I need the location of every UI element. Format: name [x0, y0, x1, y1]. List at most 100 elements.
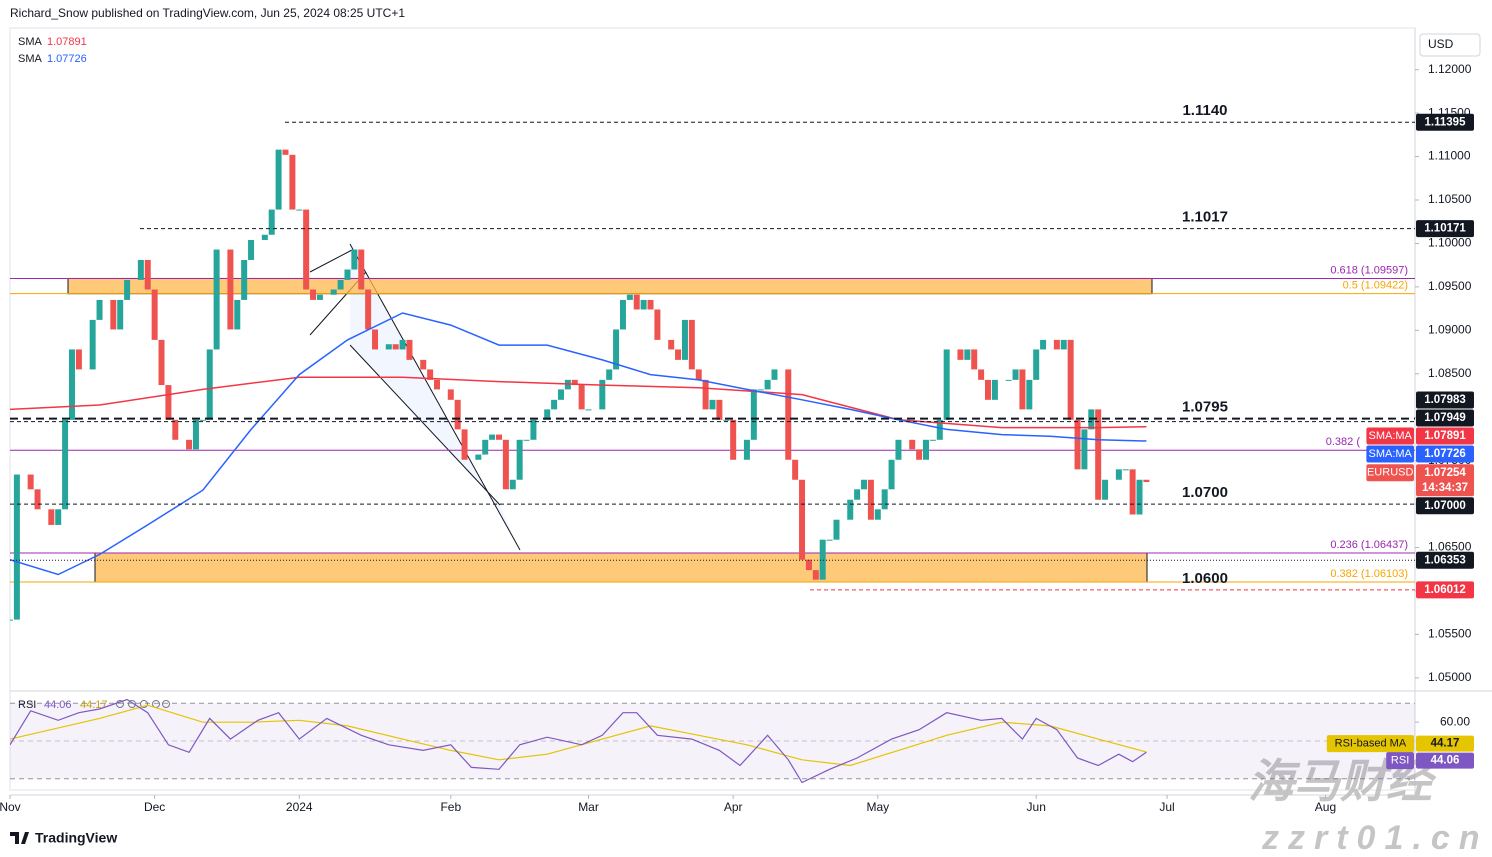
candle	[1122, 469, 1129, 471]
y-tick-label: 1.05500	[1428, 627, 1472, 641]
candle	[971, 349, 978, 370]
candle	[310, 289, 317, 300]
candle	[27, 474, 34, 490]
sma-line	[10, 376, 1147, 429]
candle	[757, 389, 764, 391]
axis-name: RSI-based MA	[1335, 737, 1407, 749]
candle	[819, 539, 826, 580]
x-tick-label: Jun	[1027, 800, 1046, 814]
axis-label-box	[1416, 391, 1474, 409]
legend-dot	[116, 700, 124, 708]
candle	[427, 369, 434, 380]
axis-label-box	[1416, 113, 1474, 131]
candle	[392, 344, 399, 350]
level-label: 1.0700	[1182, 484, 1228, 501]
candle	[909, 439, 916, 450]
legend-name: SMA	[18, 36, 43, 48]
footer-brand: TradingView	[35, 830, 117, 846]
candle	[881, 489, 888, 510]
axis-label-box	[1416, 427, 1474, 445]
x-tick-label: May	[866, 800, 889, 814]
sma-line	[10, 312, 1147, 576]
axis-label-box	[1416, 220, 1474, 238]
candle	[268, 209, 275, 235]
candle	[978, 369, 985, 380]
candle	[516, 439, 523, 480]
candle	[206, 349, 213, 420]
y-tick-label: 1.11000	[1428, 149, 1471, 163]
axis-label: 14:34:37	[1422, 482, 1468, 494]
candle	[489, 434, 496, 440]
level-label: 1.1017	[1182, 209, 1228, 226]
axis-label-box	[1416, 735, 1474, 752]
x-tick-label: Apr	[724, 800, 743, 814]
x-tick-label: Feb	[440, 800, 461, 814]
candle	[854, 489, 861, 500]
axis-label-box	[1416, 581, 1474, 599]
candle	[1095, 409, 1102, 500]
x-tick-label: Jul	[1159, 800, 1174, 814]
candle	[792, 459, 799, 480]
candle	[1019, 369, 1026, 410]
candle	[165, 385, 172, 420]
candle	[626, 294, 633, 300]
currency[interactable]: USD	[1428, 37, 1454, 51]
rsi-legend-dots	[116, 700, 170, 708]
price-pane	[10, 121, 1415, 621]
axis-label: 1.07949	[1424, 412, 1466, 424]
candle	[124, 279, 131, 300]
candle	[96, 299, 103, 320]
candle	[461, 429, 468, 460]
currency-button[interactable]	[1419, 33, 1481, 57]
rsi-line	[10, 698, 1147, 784]
axis-name: SMA:MA	[1368, 448, 1412, 460]
axis-name: RSI	[1391, 754, 1409, 766]
candle	[1129, 469, 1136, 515]
candle	[372, 329, 379, 350]
candle	[1143, 479, 1150, 483]
axis-label-box	[1416, 464, 1474, 497]
candle	[606, 369, 613, 380]
y-tick-label: 1.08500	[1428, 366, 1472, 380]
fib-label: 0.236 (1.06437)	[1330, 539, 1408, 551]
candle	[833, 519, 840, 540]
y-tick-label: 60.00	[1440, 714, 1470, 728]
candle	[675, 349, 682, 360]
candle	[557, 389, 564, 400]
candle	[929, 439, 936, 441]
candle	[1012, 369, 1019, 380]
candle	[502, 439, 509, 490]
axis-label: 1.07000	[1424, 500, 1466, 512]
zone	[94, 552, 1148, 583]
rsi-legend-name: RSI	[18, 699, 36, 711]
wedge-line	[309, 249, 353, 273]
candle	[743, 439, 750, 460]
candle	[1040, 339, 1047, 350]
candle	[681, 319, 688, 360]
candle	[1005, 379, 1012, 381]
y-tick-label: 1.06500	[1428, 540, 1472, 554]
candle	[199, 419, 206, 421]
channel-line	[349, 344, 501, 506]
candle	[668, 339, 675, 350]
candle	[551, 399, 558, 410]
candle	[702, 379, 709, 410]
candle	[275, 149, 282, 210]
candle	[248, 239, 255, 260]
candle	[365, 289, 372, 330]
axis-name-box	[1366, 427, 1414, 445]
candle	[399, 339, 406, 350]
candle	[785, 369, 792, 460]
candle	[1102, 479, 1109, 500]
candle	[48, 509, 55, 525]
candle	[1033, 349, 1040, 380]
candle	[633, 294, 640, 310]
axis-label: 1.07254	[1424, 467, 1466, 479]
candle	[303, 209, 310, 290]
legend-value: 1.07891	[47, 36, 87, 48]
candle	[289, 154, 296, 210]
candle	[420, 359, 427, 370]
legend-dot	[128, 700, 136, 708]
axis-name: SMA:MA	[1368, 430, 1412, 442]
